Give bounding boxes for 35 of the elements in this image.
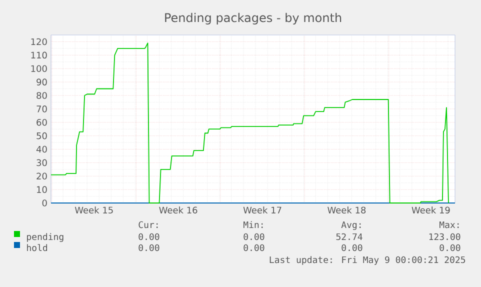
y-tick-label: 30 <box>36 159 47 166</box>
text: 0.00 <box>342 244 362 252</box>
legend-label: pending <box>27 233 64 242</box>
y-tick-label: 10 <box>37 186 47 193</box>
x-tick-label: Week 16 <box>159 206 198 214</box>
text: Max: <box>440 221 459 228</box>
y-tick-label: 120 <box>31 38 47 46</box>
text: Last update: Fri May 9 00:00:21 2025 <box>270 256 466 265</box>
text: Min: <box>244 221 263 228</box>
y-tick-label: 90 <box>36 78 47 86</box>
x-tick-label: Week 15 <box>74 206 113 214</box>
y-tick-label: 60 <box>36 118 47 126</box>
x-tick-label: Week 17 <box>243 206 282 214</box>
text: 0.00 <box>440 244 460 252</box>
text: 0.00 <box>244 233 264 240</box>
text: 123.00 <box>429 233 460 240</box>
text: 0.00 <box>138 233 160 240</box>
y-tick-label: 110 <box>31 52 47 59</box>
x-tick-label: Week 19 <box>412 206 450 214</box>
y-tick-label: 20 <box>36 172 47 180</box>
text: 0.00 <box>138 244 160 252</box>
y-tick-label: 100 <box>31 65 47 72</box>
x-tick-label: Week 18 <box>328 206 366 214</box>
y-tick-label: 40 <box>36 146 47 153</box>
line-series <box>50 42 449 204</box>
text: 52.74 <box>336 233 362 240</box>
text: Cur: <box>138 221 158 228</box>
y-tick-label: 50 <box>36 132 47 140</box>
y-tick-label: 80 <box>36 92 47 99</box>
text: Avg: <box>341 221 361 230</box>
y-tick-label: 70 <box>36 106 47 112</box>
legend-label: hold <box>27 244 48 252</box>
text: 0.00 <box>244 244 264 252</box>
chart-title: Pending packages - by month <box>165 12 342 24</box>
y-tick-label: 0 <box>42 200 47 206</box>
